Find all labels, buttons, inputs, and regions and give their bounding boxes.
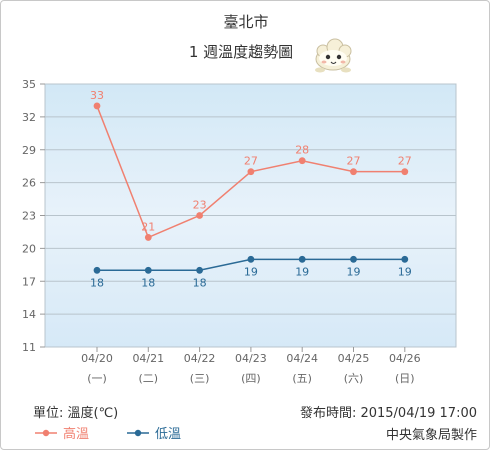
data-point	[350, 168, 357, 176]
data-label: 23	[193, 199, 207, 212]
legend: 高溫 低溫	[35, 426, 181, 442]
data-point	[401, 168, 409, 176]
legend-item-high: 高溫	[35, 426, 89, 442]
data-label: 33	[90, 89, 104, 102]
x-tick-label: 04/21	[132, 352, 164, 365]
x-tick-weekday: (五)	[292, 372, 312, 385]
y-tick-label: 29	[22, 144, 36, 157]
data-point	[401, 255, 409, 263]
data-point	[144, 266, 152, 274]
y-tick-label: 26	[22, 177, 36, 190]
x-tick-label: 04/22	[184, 352, 216, 365]
data-point	[93, 102, 101, 110]
x-tick-weekday: (六)	[344, 372, 364, 385]
data-point	[247, 255, 255, 263]
y-tick-label: 20	[22, 242, 36, 255]
data-label: 18	[141, 276, 155, 289]
data-point	[350, 255, 357, 263]
x-tick-weekday: (日)	[395, 372, 415, 385]
legend-label-high: 高溫	[63, 426, 89, 442]
credit-label: 中央氣象局製作	[386, 428, 477, 443]
data-label: 19	[295, 265, 309, 278]
x-tick-label: 04/26	[389, 352, 421, 365]
x-tick-weekday: (一)	[87, 372, 107, 385]
data-label: 19	[347, 265, 361, 278]
publish-time: 發布時間: 2015/04/19 17:00	[300, 406, 477, 421]
data-label: 19	[244, 265, 258, 278]
data-label: 19	[398, 265, 412, 278]
y-axis-ticks: 11 14 17 20 23 26 29 32 35	[22, 78, 45, 354]
data-label: 18	[193, 276, 207, 289]
data-point	[298, 157, 306, 165]
data-point	[93, 266, 101, 274]
data-label: 27	[244, 155, 258, 168]
data-point	[247, 168, 255, 176]
data-point	[196, 266, 204, 274]
x-tick-label: 04/23	[235, 352, 267, 365]
legend-item-low: 低溫	[127, 427, 181, 442]
legend-label-low: 低溫	[155, 427, 181, 442]
x-tick-weekday: (三)	[190, 372, 210, 385]
chart-title: 臺北市	[223, 13, 268, 31]
x-tick-label: 04/20	[81, 352, 113, 365]
y-tick-label: 11	[22, 341, 36, 354]
chart-subtitle: 1 週溫度趨勢圖	[189, 43, 293, 61]
y-tick-label: 23	[22, 210, 36, 223]
data-point	[298, 255, 306, 263]
data-label: 21	[141, 220, 155, 233]
y-tick-label: 17	[22, 275, 36, 288]
x-tick-weekday: (二)	[139, 372, 159, 385]
data-label: 27	[347, 155, 361, 168]
data-label: 27	[398, 155, 412, 168]
data-label: 18	[90, 276, 104, 289]
x-tick-label: 04/24	[286, 352, 318, 365]
cloud-mascot-icon	[315, 38, 352, 73]
series-layer: 33 21 23 27 28 27 27 18 18 18 19 19 19 19	[90, 89, 412, 289]
x-tick-label: 04/25	[338, 352, 370, 365]
data-point	[144, 234, 152, 241]
x-axis-ticks: 04/20 (一) 04/21 (二) 04/22 (三) 04/23 (四) 04/24 (五)…	[81, 347, 421, 385]
y-tick-label: 32	[22, 111, 36, 124]
data-label: 28	[295, 144, 309, 157]
data-point	[196, 212, 204, 219]
unit-label: 單位: 溫度(℃)	[33, 405, 118, 421]
x-tick-weekday: (四)	[241, 372, 261, 385]
y-tick-label: 14	[22, 308, 36, 321]
y-tick-label: 35	[22, 78, 36, 91]
